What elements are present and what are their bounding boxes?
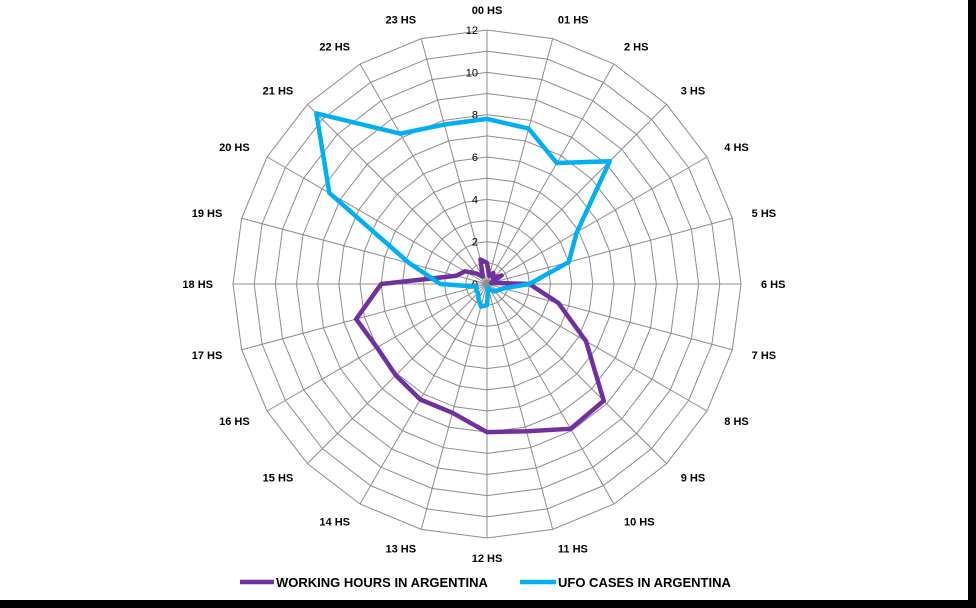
hour-axis-label: 19 HS — [192, 208, 223, 220]
hour-axis-label: 01 HS — [558, 14, 589, 26]
radial-tick-label: 6 — [472, 152, 478, 164]
hour-axis-label: 5 HS — [752, 208, 776, 220]
spoke-line — [420, 38, 488, 285]
spoke-line — [486, 217, 733, 285]
legend-item-ufo-cases: UFO CASES IN ARGENTINA — [520, 575, 731, 590]
radial-tick-label: 2 — [472, 237, 478, 249]
spoke-line — [266, 156, 488, 285]
hour-axis-label: 15 HS — [263, 473, 294, 485]
spoke-line — [486, 63, 615, 285]
series-line-working-hours — [353, 257, 606, 435]
spoke-line — [486, 283, 708, 412]
spoke-line — [359, 63, 488, 285]
hour-axis-label: 7 HS — [752, 350, 776, 362]
hour-axis-label: 14 HS — [319, 516, 350, 528]
hour-axis-label: 18 HS — [182, 279, 213, 291]
series-line-ufo-cases — [314, 111, 612, 309]
hour-axis-label: 16 HS — [219, 416, 250, 428]
legend-label-ufo-cases: UFO CASES IN ARGENTINA — [558, 575, 731, 590]
hour-axis-label: 13 HS — [386, 544, 417, 556]
hour-axis-label: 9 HS — [681, 473, 705, 485]
legend: WORKING HOURS IN ARGENTINA UFO CASES IN … — [240, 575, 731, 590]
spoke-line — [359, 283, 488, 505]
spoke-line — [486, 283, 733, 351]
legend-item-working-hours: WORKING HOURS IN ARGENTINA — [240, 575, 488, 590]
radar-grid — [232, 29, 742, 539]
series-layer — [314, 111, 612, 435]
hour-axis-label: 21 HS — [263, 85, 294, 97]
hour-axis-label: 12 HS — [472, 553, 503, 565]
spoke-line — [486, 104, 667, 285]
hour-axis-label: 23 HS — [386, 14, 417, 26]
spoke-line — [486, 283, 615, 505]
spoke-line — [486, 38, 554, 285]
spoke-line — [420, 283, 488, 530]
spoke-line — [307, 104, 488, 285]
hour-axis-label: 4 HS — [724, 142, 748, 154]
hour-axis-label: 22 HS — [319, 42, 350, 54]
radial-tick-label: 8 — [472, 110, 478, 122]
hour-axis-label: 6 HS — [761, 279, 785, 291]
radial-tick-label: 10 — [466, 67, 478, 79]
spoke-line — [486, 283, 554, 530]
hour-axis-label: 20 HS — [219, 142, 250, 154]
chart-frame: 0 2 4 6 8 10 12 00 HS 01 HS 2 HS 3 HS 4 HS 5 HS 6 HS… — [0, 0, 968, 600]
hour-axis-label: 8 HS — [724, 416, 748, 428]
hour-axis-label: 11 HS — [558, 544, 588, 556]
spoke-line — [486, 283, 667, 464]
hour-axis-label: 00 HS — [472, 5, 503, 17]
hour-axis-label: 2 HS — [624, 42, 648, 54]
hour-axis-label: 10 HS — [624, 516, 655, 528]
legend-label-working-hours: WORKING HOURS IN ARGENTINA — [276, 575, 488, 590]
hour-axis-label: 17 HS — [192, 350, 223, 362]
spoke-line — [486, 156, 708, 285]
radial-tick-label: 4 — [472, 194, 478, 206]
radial-tick-label: 12 — [466, 25, 478, 37]
spoke-line — [241, 217, 488, 285]
spoke-line — [241, 283, 488, 351]
hour-axis-label: 3 HS — [681, 85, 705, 97]
hour-axis-labels: 00 HS 01 HS 2 HS 3 HS 4 HS 5 HS 6 HS 7 HS 8 HS 9 … — [182, 5, 785, 565]
